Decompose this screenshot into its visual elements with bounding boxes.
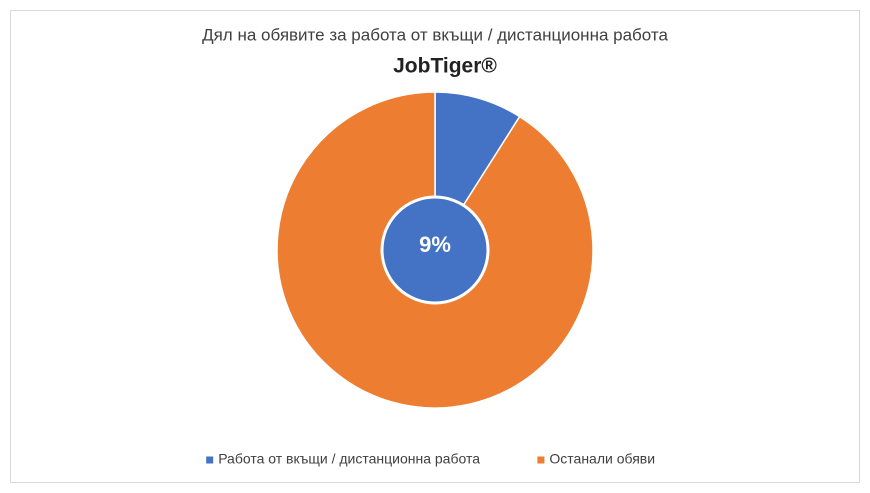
logo: JobTiger® [393, 55, 497, 78]
data-label: 9% [419, 232, 451, 257]
legend-swatch [206, 456, 214, 464]
label-badge [380, 195, 490, 305]
chart-title: Дял на обявите за работа от вкъщи / дист… [202, 25, 668, 44]
legend-label: Работа от вкъщи / дистанционна работа [218, 451, 480, 467]
legend-swatch [537, 456, 545, 464]
legend-label: Останали обяви [549, 451, 655, 467]
